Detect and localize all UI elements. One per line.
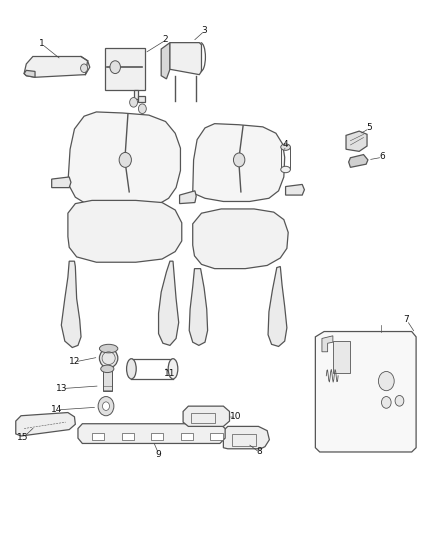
- Bar: [121, 433, 134, 440]
- Ellipse shape: [168, 359, 178, 379]
- Bar: [210, 433, 223, 440]
- Polygon shape: [161, 43, 170, 79]
- Text: 6: 6: [379, 152, 385, 161]
- Text: 2: 2: [163, 35, 168, 44]
- Text: 10: 10: [230, 413, 241, 421]
- Polygon shape: [159, 261, 179, 345]
- Polygon shape: [105, 48, 145, 90]
- Polygon shape: [349, 155, 368, 167]
- Polygon shape: [170, 43, 201, 75]
- Polygon shape: [134, 90, 138, 99]
- Circle shape: [102, 402, 110, 410]
- Polygon shape: [138, 96, 145, 102]
- Bar: [151, 433, 163, 440]
- Polygon shape: [180, 191, 196, 204]
- Text: 11: 11: [164, 369, 176, 377]
- Text: 3: 3: [201, 26, 207, 35]
- Circle shape: [378, 372, 394, 391]
- Polygon shape: [78, 424, 225, 443]
- Polygon shape: [24, 70, 35, 77]
- Bar: [180, 433, 193, 440]
- Circle shape: [395, 395, 404, 406]
- Text: 13: 13: [57, 384, 68, 392]
- Circle shape: [110, 61, 120, 74]
- Polygon shape: [61, 261, 81, 348]
- Text: 12: 12: [69, 357, 80, 366]
- Text: 5: 5: [366, 124, 372, 132]
- Bar: [191, 413, 215, 423]
- Polygon shape: [322, 336, 333, 352]
- Circle shape: [98, 397, 114, 416]
- Polygon shape: [68, 112, 180, 208]
- Polygon shape: [193, 124, 285, 201]
- Text: 9: 9: [155, 450, 162, 458]
- Polygon shape: [16, 413, 75, 436]
- Circle shape: [119, 152, 131, 167]
- Polygon shape: [189, 269, 208, 345]
- Ellipse shape: [99, 349, 118, 368]
- Text: 14: 14: [51, 405, 63, 414]
- Polygon shape: [183, 406, 230, 426]
- Circle shape: [81, 64, 88, 72]
- Text: 8: 8: [256, 448, 262, 456]
- Polygon shape: [223, 426, 269, 449]
- Text: 7: 7: [403, 316, 410, 324]
- Ellipse shape: [281, 166, 290, 173]
- Bar: [333, 341, 350, 373]
- Ellipse shape: [101, 365, 114, 373]
- Polygon shape: [24, 56, 90, 77]
- Polygon shape: [52, 177, 71, 188]
- Bar: [92, 433, 104, 440]
- Text: 15: 15: [17, 433, 28, 441]
- Polygon shape: [68, 200, 182, 262]
- Polygon shape: [268, 266, 287, 346]
- Text: 4: 4: [283, 141, 288, 149]
- Ellipse shape: [281, 144, 290, 150]
- Text: 1: 1: [39, 39, 45, 48]
- Bar: [232, 434, 256, 446]
- Polygon shape: [193, 209, 288, 269]
- Polygon shape: [315, 332, 416, 452]
- Ellipse shape: [99, 344, 118, 353]
- Circle shape: [130, 98, 138, 107]
- Polygon shape: [346, 131, 367, 151]
- Ellipse shape: [127, 359, 136, 379]
- Circle shape: [138, 104, 146, 114]
- Circle shape: [381, 397, 391, 408]
- Bar: [103, 369, 112, 391]
- Circle shape: [233, 153, 245, 167]
- Polygon shape: [286, 184, 304, 195]
